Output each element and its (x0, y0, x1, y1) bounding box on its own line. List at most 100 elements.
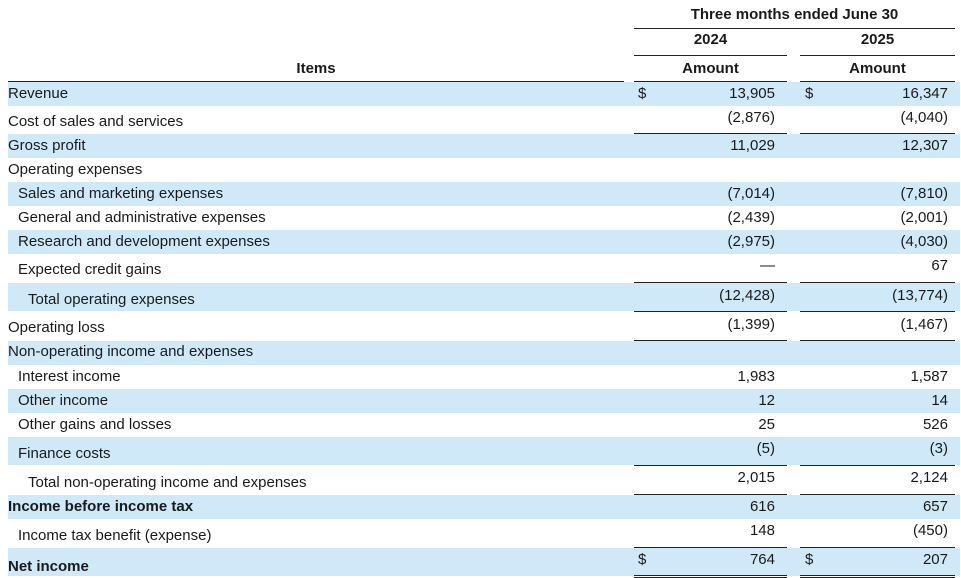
table-row-net-income: Net income $ 764 $ 207 (8, 548, 960, 576)
subtotal-rule-2024 (634, 494, 787, 495)
table-row-total-operating-expenses: Total operating expenses (12,428) (13,77… (8, 283, 960, 311)
value-2024: 1,983 (737, 368, 775, 385)
value-2025: 16,347 (902, 85, 948, 102)
year-2025-header: 2025 (860, 31, 895, 48)
value-2024: 25 (758, 416, 775, 433)
table-row-expected-credit-gains: Expected credit gains — 67 (8, 254, 960, 282)
row-label: Income before income tax (8, 498, 194, 515)
currency-2025: $ (805, 551, 814, 568)
currency-2024: $ (638, 85, 647, 102)
table-row-research-development: Research and development expenses (2,975… (8, 230, 960, 254)
row-label: Other gains and losses (18, 416, 172, 433)
row-label: Total non-operating income and expenses (28, 474, 307, 491)
period-header-rule (634, 28, 955, 29)
value-2024: (2,876) (727, 109, 775, 126)
value-2025: (4,030) (900, 233, 948, 250)
value-2025: (3) (929, 440, 948, 457)
value-2025: (2,001) (900, 209, 948, 226)
row-label: Income tax benefit (expense) (18, 527, 212, 544)
table-row-finance-costs: Finance costs (5) (3) (8, 437, 960, 465)
table-row-gross-profit: Gross profit 11,029 12,307 (8, 134, 960, 158)
amount-2024-header: Amount (682, 60, 739, 77)
table-row-sales-marketing: Sales and marketing expenses (7,014) (7,… (8, 182, 960, 206)
amount-2025-rule (800, 81, 955, 82)
row-label: Total operating expenses (28, 291, 195, 308)
total-double-rule-2025 (800, 575, 955, 576)
row-label: Cost of sales and services (8, 113, 184, 130)
value-2025: (7,810) (900, 185, 948, 202)
subtotal-rule-2024 (634, 311, 787, 312)
value-2024: (7,014) (727, 185, 775, 202)
table-row-other-gains-losses: Other gains and losses 25 526 (8, 413, 960, 437)
row-label: Operating loss (8, 319, 105, 336)
value-2025: 12,307 (902, 137, 948, 154)
value-2024: 13,905 (729, 85, 775, 102)
value-2025: (450) (912, 522, 948, 539)
table-row-total-non-operating: Total non-operating income and expenses … (8, 466, 960, 494)
row-label: Finance costs (18, 445, 111, 462)
value-2025: (1,467) (900, 316, 948, 333)
value-2024: (1,399) (727, 316, 775, 333)
year-2025-rule (800, 55, 955, 56)
value-2024: 12 (758, 392, 775, 409)
value-2025: 526 (922, 416, 948, 433)
value-2024: (2,439) (727, 209, 775, 226)
value-2024: 11,029 (730, 137, 775, 154)
value-2024: 2,015 (737, 469, 775, 486)
row-label: Non-operating income and expenses (8, 343, 254, 360)
value-2025: (4,040) (900, 109, 948, 126)
value-2024: (12,428) (719, 287, 775, 304)
currency-2024: $ (638, 551, 647, 568)
value-2024: (2,975) (727, 233, 775, 250)
amount-2025-header: Amount (849, 60, 906, 77)
row-label: Net income (8, 558, 89, 575)
row-label: Interest income (18, 368, 121, 385)
currency-2025: $ (805, 85, 814, 102)
amount-2024-rule (634, 81, 787, 82)
subtotal-rule-2025 (800, 465, 955, 466)
total-double-rule-2024 (634, 575, 787, 576)
subtotal-rule-2024 (634, 133, 787, 134)
table-row-general-admin: General and administrative expenses (2,4… (8, 206, 960, 230)
value-2025: 657 (922, 498, 948, 515)
value-2024: 764 (749, 551, 775, 568)
year-2024-header: 2024 (693, 31, 728, 48)
subtotal-rule-2025 (800, 311, 955, 312)
period-header: Three months ended June 30 (690, 6, 899, 23)
items-header-rule (8, 81, 624, 82)
table-row-operating-expenses-heading: Operating expenses (8, 158, 960, 182)
subtotal-rule-2024 (634, 465, 787, 466)
row-label: General and administrative expenses (18, 209, 266, 226)
value-2025: 1,587 (910, 368, 948, 385)
subtotal-rule-2024 (634, 340, 787, 341)
row-label: Revenue (8, 85, 69, 102)
subtotal-rule-2024 (634, 547, 787, 548)
value-2025: 207 (922, 551, 948, 568)
value-2025: 2,124 (910, 469, 948, 486)
subtotal-rule-2025 (800, 340, 955, 341)
subtotal-rule-2025 (800, 547, 955, 548)
row-label: Research and development expenses (18, 233, 270, 250)
table-row-cost-of-sales: Cost of sales and services (2,876) (4,04… (8, 106, 960, 134)
value-2025: 14 (931, 392, 948, 409)
value-2025: (13,774) (892, 287, 948, 304)
value-2024: 148 (749, 522, 775, 539)
row-label: Expected credit gains (18, 261, 162, 278)
subtotal-rule-2025 (800, 133, 955, 134)
subtotal-rule-2024 (634, 282, 787, 283)
table-row-operating-loss: Operating loss (1,399) (1,467) (8, 312, 960, 340)
row-label: Operating expenses (8, 161, 143, 178)
table-row-interest-income: Interest income 1,983 1,587 (8, 365, 960, 389)
row-label: Gross profit (8, 137, 86, 154)
table-row-other-income: Other income 12 14 (8, 389, 960, 413)
subtotal-rule-2025 (800, 494, 955, 495)
year-2024-rule (634, 55, 787, 56)
value-2024: (5) (756, 440, 775, 457)
table-row-non-operating-heading: Non-operating income and expenses (8, 341, 960, 365)
table-row-income-tax: Income tax benefit (expense) 148 (450) (8, 519, 960, 547)
row-label: Other income (18, 392, 109, 409)
value-2025: 67 (931, 257, 948, 274)
subtotal-rule-2025 (800, 282, 955, 283)
row-label: Sales and marketing expenses (18, 185, 224, 202)
table-row-income-before-tax: Income before income tax 616 657 (8, 495, 960, 519)
